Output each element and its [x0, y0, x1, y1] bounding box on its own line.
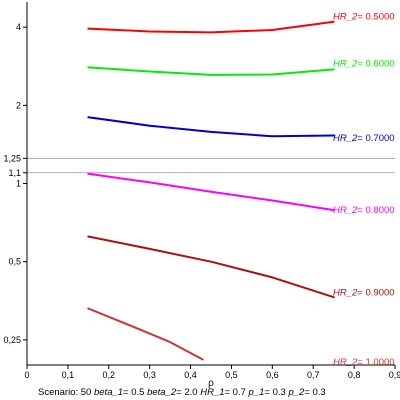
y-tick-label: 4: [16, 22, 21, 32]
series-label-value: = 0.7000: [357, 133, 394, 144]
series-line-3: [87, 172, 335, 212]
series-label-3: HR_2= 0.8000: [333, 205, 395, 216]
series-line-2: [87, 116, 335, 138]
series-label-key: HR_2: [333, 11, 358, 22]
footer-parameters: Scenario: 50 beta_1= 0.5 beta_2= 2.0 HR_…: [38, 387, 326, 398]
y-tick-label: 2: [16, 100, 21, 110]
series-label-5: HR_2= 1.0000: [333, 357, 395, 368]
x-tick-label: 0,8: [348, 370, 361, 380]
y-tick-label: 1,1: [8, 168, 21, 178]
series-label-4: HR_2= 0.9000: [333, 288, 395, 299]
x-tick-label: 0,6: [266, 370, 279, 380]
footer-param-value: = 2.0: [176, 387, 200, 398]
footer-param-key: p_2: [287, 387, 305, 398]
series-label-value: = 0.9000: [357, 288, 394, 299]
series-line-0: [87, 20, 335, 34]
series-label-key: HR_2: [333, 58, 358, 69]
axes: [26, 2, 395, 366]
series-line-1: [87, 66, 335, 76]
x-tick-label: 0: [24, 370, 29, 380]
series-lines: [87, 20, 335, 361]
x-tick-label: 0,9: [389, 370, 400, 380]
series-label-value: = 1.0000: [357, 357, 394, 368]
y-tick-label: 0,5: [8, 257, 21, 267]
y-axis-ticks: 0,25 0,5 11,1 1,25 2 4: [3, 22, 27, 345]
reference-lines: [27, 157, 395, 174]
x-tick-label: 0,1: [62, 370, 75, 380]
x-tick-label: 0,5: [225, 370, 238, 380]
series-label-2: HR_2= 0.7000: [333, 133, 395, 144]
series-label-key: HR_2: [333, 133, 358, 144]
x-tick-label: 0,2: [103, 370, 116, 380]
footer-param-value: = 0.5: [123, 387, 147, 398]
y-tick-label: 0,25: [3, 335, 21, 345]
footer-param-value: = 0.7: [225, 387, 249, 398]
series-label-key: HR_2: [333, 205, 358, 216]
footer-scenario: Scenario: 50: [38, 387, 94, 398]
series-label-value: = 0.8000: [357, 205, 394, 216]
footer-param-key: p_1: [248, 387, 265, 398]
y-tick-label: 1,25: [3, 153, 21, 163]
y-tick-label: 1: [16, 179, 21, 189]
series-label-0: HR_2= 0.5000: [333, 11, 395, 22]
x-tick-label: 0,7: [307, 370, 320, 380]
x-axis-ticks: 0 0,1 0,2 0,3 0,4 0,5 0,6 0,7 0,8 0,9: [24, 365, 400, 380]
footer-param-value: = 0.3: [304, 387, 325, 398]
footer-param-key: beta_2: [147, 387, 177, 398]
series-label-key: HR_2: [333, 288, 358, 299]
series-label-value: = 0.5000: [357, 11, 394, 22]
series-label-key: HR_2: [333, 357, 358, 368]
footer-param-value: = 0.3: [264, 387, 288, 398]
footer-param-key: beta_1: [94, 387, 123, 398]
x-tick-label: 0,3: [143, 370, 156, 380]
x-axis-label: ρ: [208, 378, 214, 389]
series-label-1: HR_2= 0.6000: [333, 58, 395, 69]
series-label-value: = 0.6000: [357, 58, 394, 69]
series-line-4: [87, 235, 335, 299]
x-tick-label: 0,4: [184, 370, 197, 380]
footer-param-key: HR_1: [200, 387, 224, 398]
series-line-5: [87, 307, 204, 361]
